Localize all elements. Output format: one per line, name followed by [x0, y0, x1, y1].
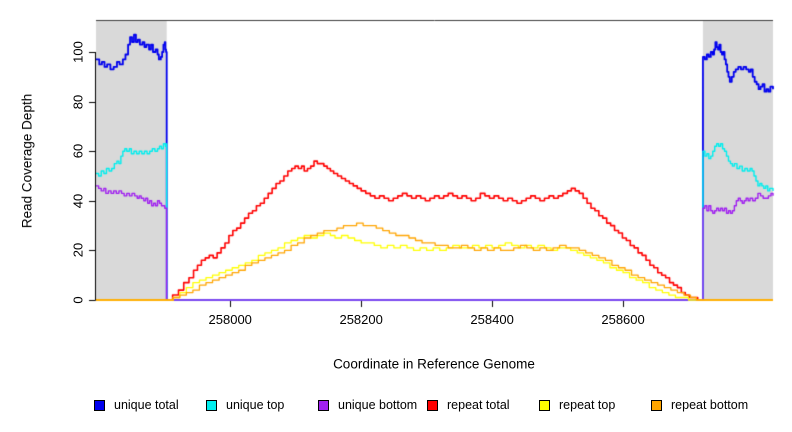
- y-axis-title: Read Coverage Depth: [19, 93, 35, 229]
- legend-item: unique total: [94, 398, 179, 412]
- y-tick-label: 100: [70, 41, 86, 63]
- legend-swatch-icon: [206, 399, 217, 411]
- x-tick-label: 258600: [601, 312, 645, 327]
- legend-label: unique bottom: [338, 398, 418, 412]
- x-axis-title: Coordinate in Reference Genome: [333, 356, 535, 372]
- legend-swatch-icon: [94, 399, 105, 411]
- legend-label: repeat bottom: [671, 398, 749, 412]
- x-tick-label: 258000: [208, 312, 252, 327]
- legend-item: repeat top: [539, 398, 615, 412]
- legend-label: unique top: [226, 398, 285, 412]
- legend-item: repeat total: [427, 398, 510, 412]
- y-tick-label: 20: [70, 243, 86, 258]
- legend-swatch-icon: [427, 399, 438, 411]
- legend-item: unique bottom: [318, 398, 417, 412]
- x-tick-label: 258200: [339, 312, 383, 327]
- legend-swatch-icon: [539, 399, 550, 411]
- legend-swatch-icon: [318, 399, 329, 411]
- legend-label: unique total: [114, 398, 179, 412]
- legend-label: repeat total: [447, 398, 510, 412]
- legend-item: repeat bottom: [651, 398, 748, 412]
- x-tick-label: 258400: [470, 312, 514, 327]
- y-tick-label: 60: [70, 143, 86, 159]
- y-tick-label: 40: [70, 193, 86, 209]
- legend-label: repeat top: [559, 398, 616, 412]
- legend-item: unique top: [206, 398, 284, 412]
- y-tick-label: 0: [70, 296, 86, 304]
- legend-swatch-icon: [651, 399, 662, 411]
- y-tick-label: 80: [70, 94, 86, 109]
